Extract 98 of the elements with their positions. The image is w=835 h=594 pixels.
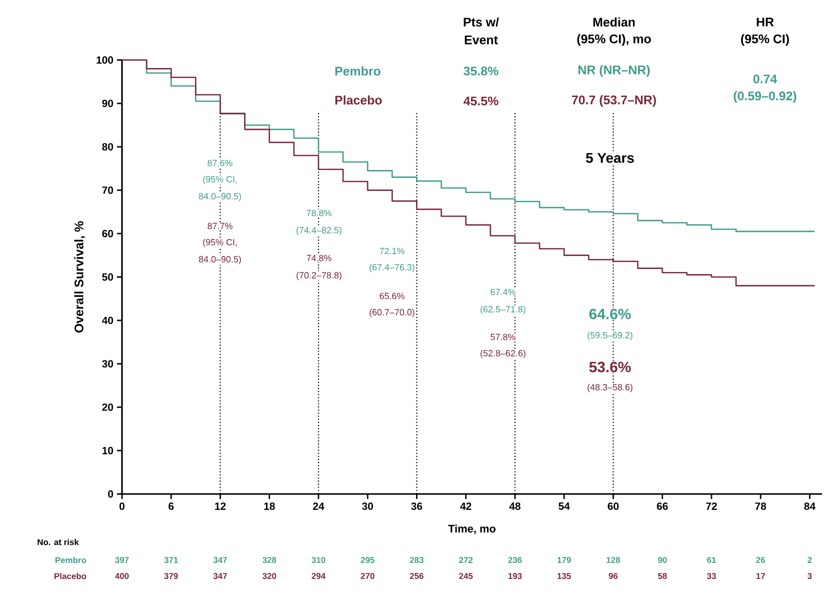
text: (95% CI), mo — [577, 34, 651, 46]
annotation: 87.7% — [208, 222, 232, 230]
x-tick-label: 30 — [362, 502, 374, 510]
x-axis-title: Time, mo — [448, 524, 496, 534]
text: (95% CI) — [741, 34, 789, 46]
text: 33 — [706, 573, 716, 580]
text: 347 — [213, 557, 227, 564]
text: 2 — [808, 557, 812, 563]
text: HR — [756, 18, 774, 26]
text: 400 — [115, 573, 129, 579]
annotation: 0.74 — [753, 74, 778, 84]
text: Pembro — [335, 66, 380, 76]
text: 17 — [756, 573, 765, 579]
annotation: (0.59–0.92) — [734, 91, 796, 103]
x-tick-label: 0 — [120, 502, 124, 510]
y-tick-label: 60 — [102, 230, 114, 238]
text: 320 — [262, 573, 276, 580]
text: 283 — [410, 557, 424, 564]
text: 397 — [115, 557, 129, 564]
text: 179 — [558, 557, 571, 563]
annotation: 84.0–90.5) — [198, 256, 241, 264]
text: Placebo — [54, 572, 86, 580]
annotation: 67.4% — [490, 288, 516, 296]
x-tick-label: 12 — [215, 502, 226, 510]
y-tick-label: 100 — [96, 56, 114, 64]
text: 128 — [606, 557, 620, 563]
annotation: (67.4–76.3) — [370, 264, 414, 272]
text: Pembro — [56, 556, 86, 564]
annotation: 78.8% — [306, 210, 332, 216]
y-tick-label: 50 — [102, 273, 114, 281]
annotation: (74.4–82.5) — [296, 226, 342, 236]
y-axis-title: Overall Survival, % — [74, 221, 86, 333]
text: 96 — [608, 573, 618, 579]
y-tick-label: 20 — [102, 404, 114, 411]
y-tick-label: 30 — [102, 360, 114, 368]
x-tick-label: 54 — [558, 502, 570, 510]
annotation: (95% CI, — [203, 176, 237, 184]
text: 256 — [410, 573, 424, 579]
y-tick-label: 10 — [102, 446, 114, 454]
annotation: (70.2–78.8) — [296, 272, 342, 280]
annotation: (60.7–70.0) — [370, 308, 414, 318]
text: No. at risk — [38, 538, 79, 546]
x-tick-label: 48 — [509, 502, 520, 510]
annotation: 74.8% — [306, 254, 332, 262]
annotation: 84.0–90.5) — [198, 192, 241, 202]
text: 328 — [262, 557, 276, 564]
annotation: 72.1% — [380, 248, 404, 254]
annotation: 64.6% — [589, 308, 631, 320]
y-tick-label: 70 — [102, 186, 114, 194]
annotation: (48.3–58.6) — [588, 384, 632, 392]
x-tick-label: 18 — [264, 502, 275, 510]
x-tick-label: 36 — [411, 502, 422, 510]
text: Pts w/ — [464, 17, 499, 27]
annotation: (59.5–69.2) — [588, 332, 632, 340]
text: Median — [593, 17, 635, 27]
text: 3 — [808, 573, 812, 580]
annotation: 35.8% — [464, 66, 498, 76]
annotation: 53.6% — [589, 362, 631, 372]
x-tick-label: 84 — [804, 502, 816, 510]
annotation: NR (NR–NR) — [578, 65, 650, 77]
text: 310 — [312, 557, 326, 564]
annotation: (62.5–71.8) — [480, 306, 526, 314]
text: 193 — [508, 573, 522, 580]
text: 347 — [213, 573, 227, 580]
y-tick-label: 80 — [102, 143, 114, 151]
annotation: (52.8–62.6) — [480, 350, 526, 358]
text: 135 — [558, 573, 571, 580]
text: Event — [464, 36, 498, 44]
y-tick-label: 40 — [102, 316, 114, 324]
text: 294 — [312, 573, 326, 579]
x-tick-label: 42 — [460, 502, 472, 510]
x-tick-label: 6 — [168, 502, 174, 510]
x-tick-label: 24 — [313, 502, 324, 510]
text: 270 — [360, 573, 374, 579]
text: 379 — [164, 573, 178, 580]
annotation: 65.6% — [380, 292, 404, 300]
text: 61 — [707, 557, 716, 563]
annotation: 57.8% — [490, 334, 516, 340]
y-tick-label: 0 — [108, 490, 114, 498]
x-tick-label: 66 — [656, 502, 668, 510]
x-tick-label: 60 — [608, 502, 619, 510]
annotation: 5 Years — [586, 153, 634, 163]
annotation: (95% CI, — [203, 238, 237, 248]
text: 90 — [658, 557, 667, 563]
x-tick-label: 78 — [755, 502, 766, 510]
x-tick-label: 72 — [706, 502, 717, 510]
annotation: 45.5% — [464, 96, 498, 106]
text: 245 — [459, 573, 473, 579]
text: 371 — [164, 557, 178, 564]
annotation: 70.7 (53.7–NR) — [572, 95, 656, 107]
text: 295 — [360, 557, 374, 563]
text: Placebo — [335, 95, 382, 105]
text: 236 — [508, 557, 522, 564]
text: 26 — [756, 557, 766, 563]
annotation: 87.6% — [208, 160, 232, 166]
text: 272 — [459, 557, 473, 563]
y-tick-label: 90 — [102, 100, 114, 108]
text: 58 — [658, 573, 667, 579]
